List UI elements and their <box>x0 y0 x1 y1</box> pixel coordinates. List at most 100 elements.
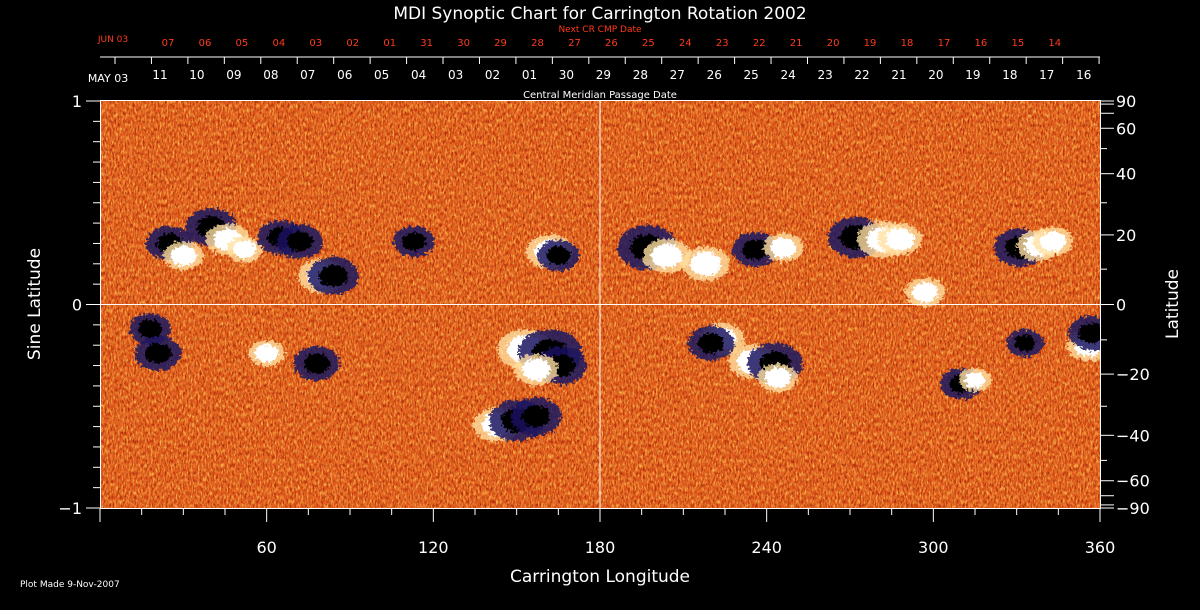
next-cr-date: 03 <box>309 38 322 49</box>
next-cr-date: 15 <box>1011 38 1024 49</box>
top-axis-date: 27 <box>670 68 685 82</box>
positive-polarity-region <box>690 251 722 276</box>
positive-polarity-region <box>885 228 915 251</box>
next-cr-date: 19 <box>864 38 877 49</box>
next-cr-date: 02 <box>346 38 359 49</box>
top-axis-date: 01 <box>522 68 537 82</box>
next-cr-date: 17 <box>938 38 951 49</box>
next-cr-date: 22 <box>753 38 766 49</box>
top-axis-date: 21 <box>891 68 906 82</box>
negative-polarity-region <box>402 232 426 251</box>
y-left-tick-label: −1 <box>58 499 82 518</box>
y-axis-right: 90 60 40 20 0 −20 −40 −60 −90 <box>1100 92 1150 518</box>
next-cr-date: 29 <box>494 38 507 49</box>
next-cr-date: 31 <box>420 38 433 49</box>
top-axis-date: 06 <box>337 68 352 82</box>
x-tick-label: 120 <box>418 538 449 557</box>
y-left-tick-label: 1 <box>72 92 82 111</box>
y-right-tick-label: 90 <box>1116 92 1136 111</box>
next-cr-date: 28 <box>531 38 544 49</box>
y-right-tick-label: 0 <box>1116 296 1126 315</box>
negative-polarity-region <box>546 246 571 265</box>
positive-polarity-region <box>232 240 257 259</box>
top-axis-date: 26 <box>707 68 722 82</box>
top-axis-date: 18 <box>1002 68 1017 82</box>
y-right-tick-label: 40 <box>1116 165 1136 184</box>
center-lines <box>100 101 1100 508</box>
top-axis-label: Central Meridian Passage Date <box>523 90 677 101</box>
negative-polarity-region <box>303 353 330 374</box>
top-axis-date: 16 <box>1076 68 1091 82</box>
y-right-tick-label: −60 <box>1116 472 1150 491</box>
top-axis-date: 09 <box>226 68 241 82</box>
y-right-tick-label: −40 <box>1116 426 1150 445</box>
positive-polarity-region <box>912 282 938 303</box>
next-cr-date: 16 <box>975 38 988 49</box>
next-cr-date: 04 <box>272 38 285 49</box>
positive-polarity-region <box>1039 231 1066 252</box>
next-cr-date: 27 <box>568 38 581 49</box>
y-left-tick-label: 0 <box>72 296 82 315</box>
positive-polarity-region <box>764 367 791 388</box>
top-axis-date: 23 <box>817 68 832 82</box>
top-axis-date: 04 <box>411 68 426 82</box>
y-axis-right-label: Latitude <box>1163 269 1183 339</box>
negative-polarity-region <box>319 264 348 288</box>
top-axis-start-label: MAY 03 <box>88 72 128 85</box>
plot-made-footer: Plot Made 9-Nov-2007 <box>20 580 120 590</box>
next-cr-date: 20 <box>827 38 840 49</box>
negative-polarity-region <box>521 405 551 428</box>
top-axis-date: 02 <box>485 68 500 82</box>
y-right-tick-label: 20 <box>1116 226 1136 245</box>
x-tick-label: 180 <box>585 538 616 557</box>
next-cr-date: 05 <box>236 38 249 49</box>
x-axis: 60 120 180 240 300 360 <box>99 508 1116 557</box>
chart-title: MDI Synoptic Chart for Carrington Rotati… <box>393 4 806 24</box>
top-axis-date: 17 <box>1039 68 1054 82</box>
top-axis-date: 19 <box>965 68 980 82</box>
next-cr-start-label: JUN 03 <box>97 35 128 45</box>
top-axis-date: 29 <box>596 68 611 82</box>
next-cr-date: 25 <box>642 38 655 49</box>
next-cr-label: Next CR CMP Date <box>558 25 642 35</box>
top-date-axis: 11 10 09 08 07 06 05 04 03 02 01 30 29 28 27 26 25 24 23 22… <box>100 56 1100 82</box>
next-cr-date: 24 <box>679 38 692 49</box>
next-cr-date: 14 <box>1048 38 1061 49</box>
top-axis-date: 20 <box>928 68 943 82</box>
negative-polarity-region <box>287 231 313 252</box>
top-axis-date: 30 <box>559 68 574 82</box>
x-axis-label: Carrington Longitude <box>510 567 690 587</box>
y-right-tick-label: −90 <box>1116 499 1150 518</box>
x-tick-label: 240 <box>751 538 782 557</box>
next-cr-date: 21 <box>790 38 803 49</box>
x-tick-label: 60 <box>256 538 276 557</box>
next-cr-date: 06 <box>199 38 212 49</box>
negative-polarity-region <box>145 343 172 364</box>
negative-polarity-region <box>698 333 725 354</box>
top-axis-date: 05 <box>374 68 389 82</box>
y-right-tick-label: 60 <box>1116 119 1136 138</box>
negative-polarity-region <box>742 239 769 260</box>
next-cr-date: 23 <box>716 38 729 49</box>
positive-polarity-region <box>254 344 279 363</box>
top-axis-date: 03 <box>448 68 463 82</box>
x-tick-label: 360 <box>1085 538 1116 557</box>
next-cr-date: 26 <box>605 38 618 49</box>
next-cr-axis: 07 06 05 04 03 02 01 31 30 29 28 27 26 25 24 23 22 21 20 19… <box>162 38 1062 49</box>
negative-polarity-region <box>1014 335 1036 352</box>
next-cr-date: 07 <box>162 38 175 49</box>
top-axis-date: 07 <box>300 68 315 82</box>
top-axis-date: 28 <box>633 68 648 82</box>
active-regions <box>129 208 1100 442</box>
top-axis-date: 10 <box>189 68 204 82</box>
positive-polarity-region <box>651 243 683 268</box>
positive-polarity-region <box>770 237 797 258</box>
positive-polarity-region <box>964 371 986 388</box>
x-tick-label: 300 <box>918 538 949 557</box>
next-cr-date: 01 <box>383 38 396 49</box>
negative-polarity-region <box>1078 322 1100 344</box>
negative-polarity-region <box>138 319 162 339</box>
top-axis-date: 25 <box>744 68 759 82</box>
y-axis-left: 1 0 −1 <box>58 92 100 518</box>
